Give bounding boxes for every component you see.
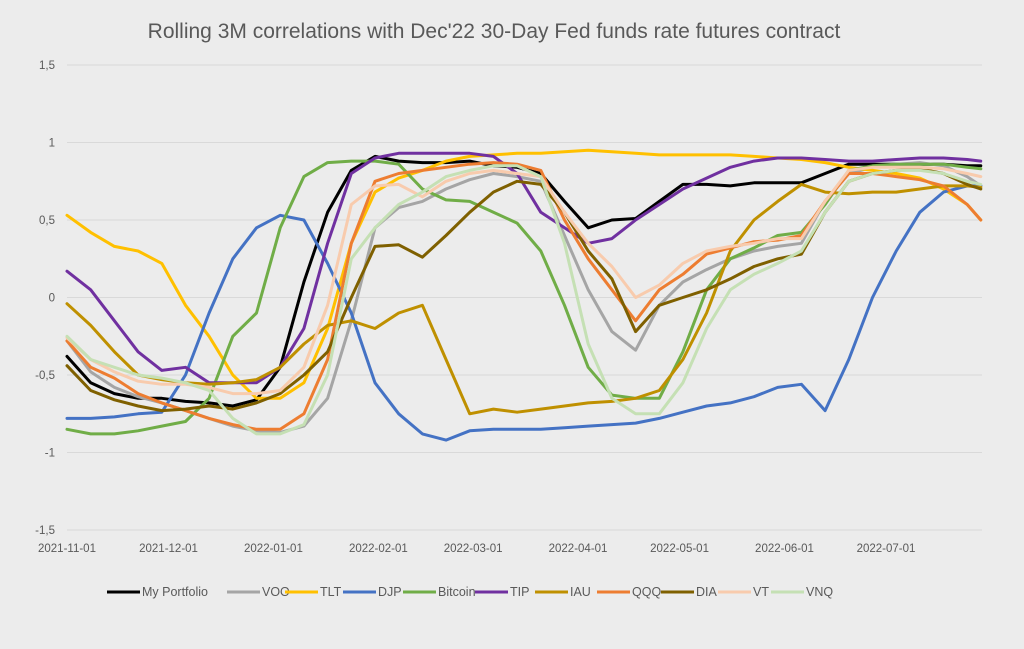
legend-label: VT: [753, 585, 769, 599]
x-tick-label: 2021-11-01: [38, 543, 96, 555]
legend-item: IAU: [535, 585, 591, 599]
legend-label: QQQ: [632, 585, 661, 599]
y-tick-label: 1,5: [39, 60, 55, 72]
x-tick-label: 2021-12-01: [139, 543, 198, 555]
legend-label: VOO: [262, 585, 290, 599]
legend-label: TIP: [510, 585, 529, 599]
x-tick-label: 2022-04-01: [549, 543, 608, 555]
y-tick-label: 0,5: [39, 215, 55, 227]
x-tick-label: 2022-02-01: [349, 543, 408, 555]
series-line-dia: [65, 167, 983, 413]
y-tick-label: -1,5: [35, 525, 55, 537]
y-tick-label: -0,5: [35, 370, 55, 382]
chart-title: Rolling 3M correlations with Dec'22 30-D…: [148, 20, 841, 43]
legend-label: DIA: [696, 585, 718, 599]
series-line-vnq: [65, 164, 983, 436]
y-tick-label: 0: [49, 293, 55, 305]
x-tick-label: 2022-01-01: [244, 543, 303, 555]
series-line-tlt: [65, 148, 983, 400]
legend-item: VT: [718, 585, 769, 599]
x-axis-ticks: 2021-11-01 2021-12-01 2022-01-01 2022-02-01…: [38, 543, 915, 555]
series-line-iau: [65, 182, 983, 416]
legend-label: My Portfolio: [142, 585, 208, 599]
y-tick-label: -1: [45, 448, 55, 460]
y-axis-ticks: 1,5 1 0,5 0 -0,5 -1 -1,5: [35, 60, 55, 537]
legend-item: DIA: [661, 585, 718, 599]
legend-item: DJP: [343, 585, 402, 599]
legend-item: My Portfolio: [107, 585, 208, 599]
legend-label: Bitcoin: [438, 585, 476, 599]
legend-label: TLT: [320, 585, 342, 599]
series-line-vt: [65, 165, 983, 396]
series-line-djp: [65, 184, 983, 442]
x-tick-label: 2022-03-01: [444, 543, 503, 555]
legend-label: DJP: [378, 585, 402, 599]
legend-item: TIP: [475, 585, 529, 599]
x-tick-label: 2022-07-01: [857, 543, 916, 555]
gridlines: [67, 64, 982, 531]
legend-item: QQQ: [597, 585, 661, 599]
legend-item: VOO: [227, 585, 290, 599]
legend: My Portfolio VOO TLT DJP Bitcoin TIP IAU QQQ DIA…: [107, 585, 833, 599]
x-tick-label: 2022-05-01: [650, 543, 709, 555]
legend-label: VNQ: [806, 585, 833, 599]
legend-label: IAU: [570, 585, 591, 599]
y-tick-label: 1: [49, 138, 55, 150]
x-tick-label: 2022-06-01: [755, 543, 814, 555]
legend-item: Bitcoin: [403, 585, 476, 599]
legend-item: TLT: [285, 585, 342, 599]
legend-item: VNQ: [771, 585, 833, 599]
series-lines: [65, 148, 983, 442]
